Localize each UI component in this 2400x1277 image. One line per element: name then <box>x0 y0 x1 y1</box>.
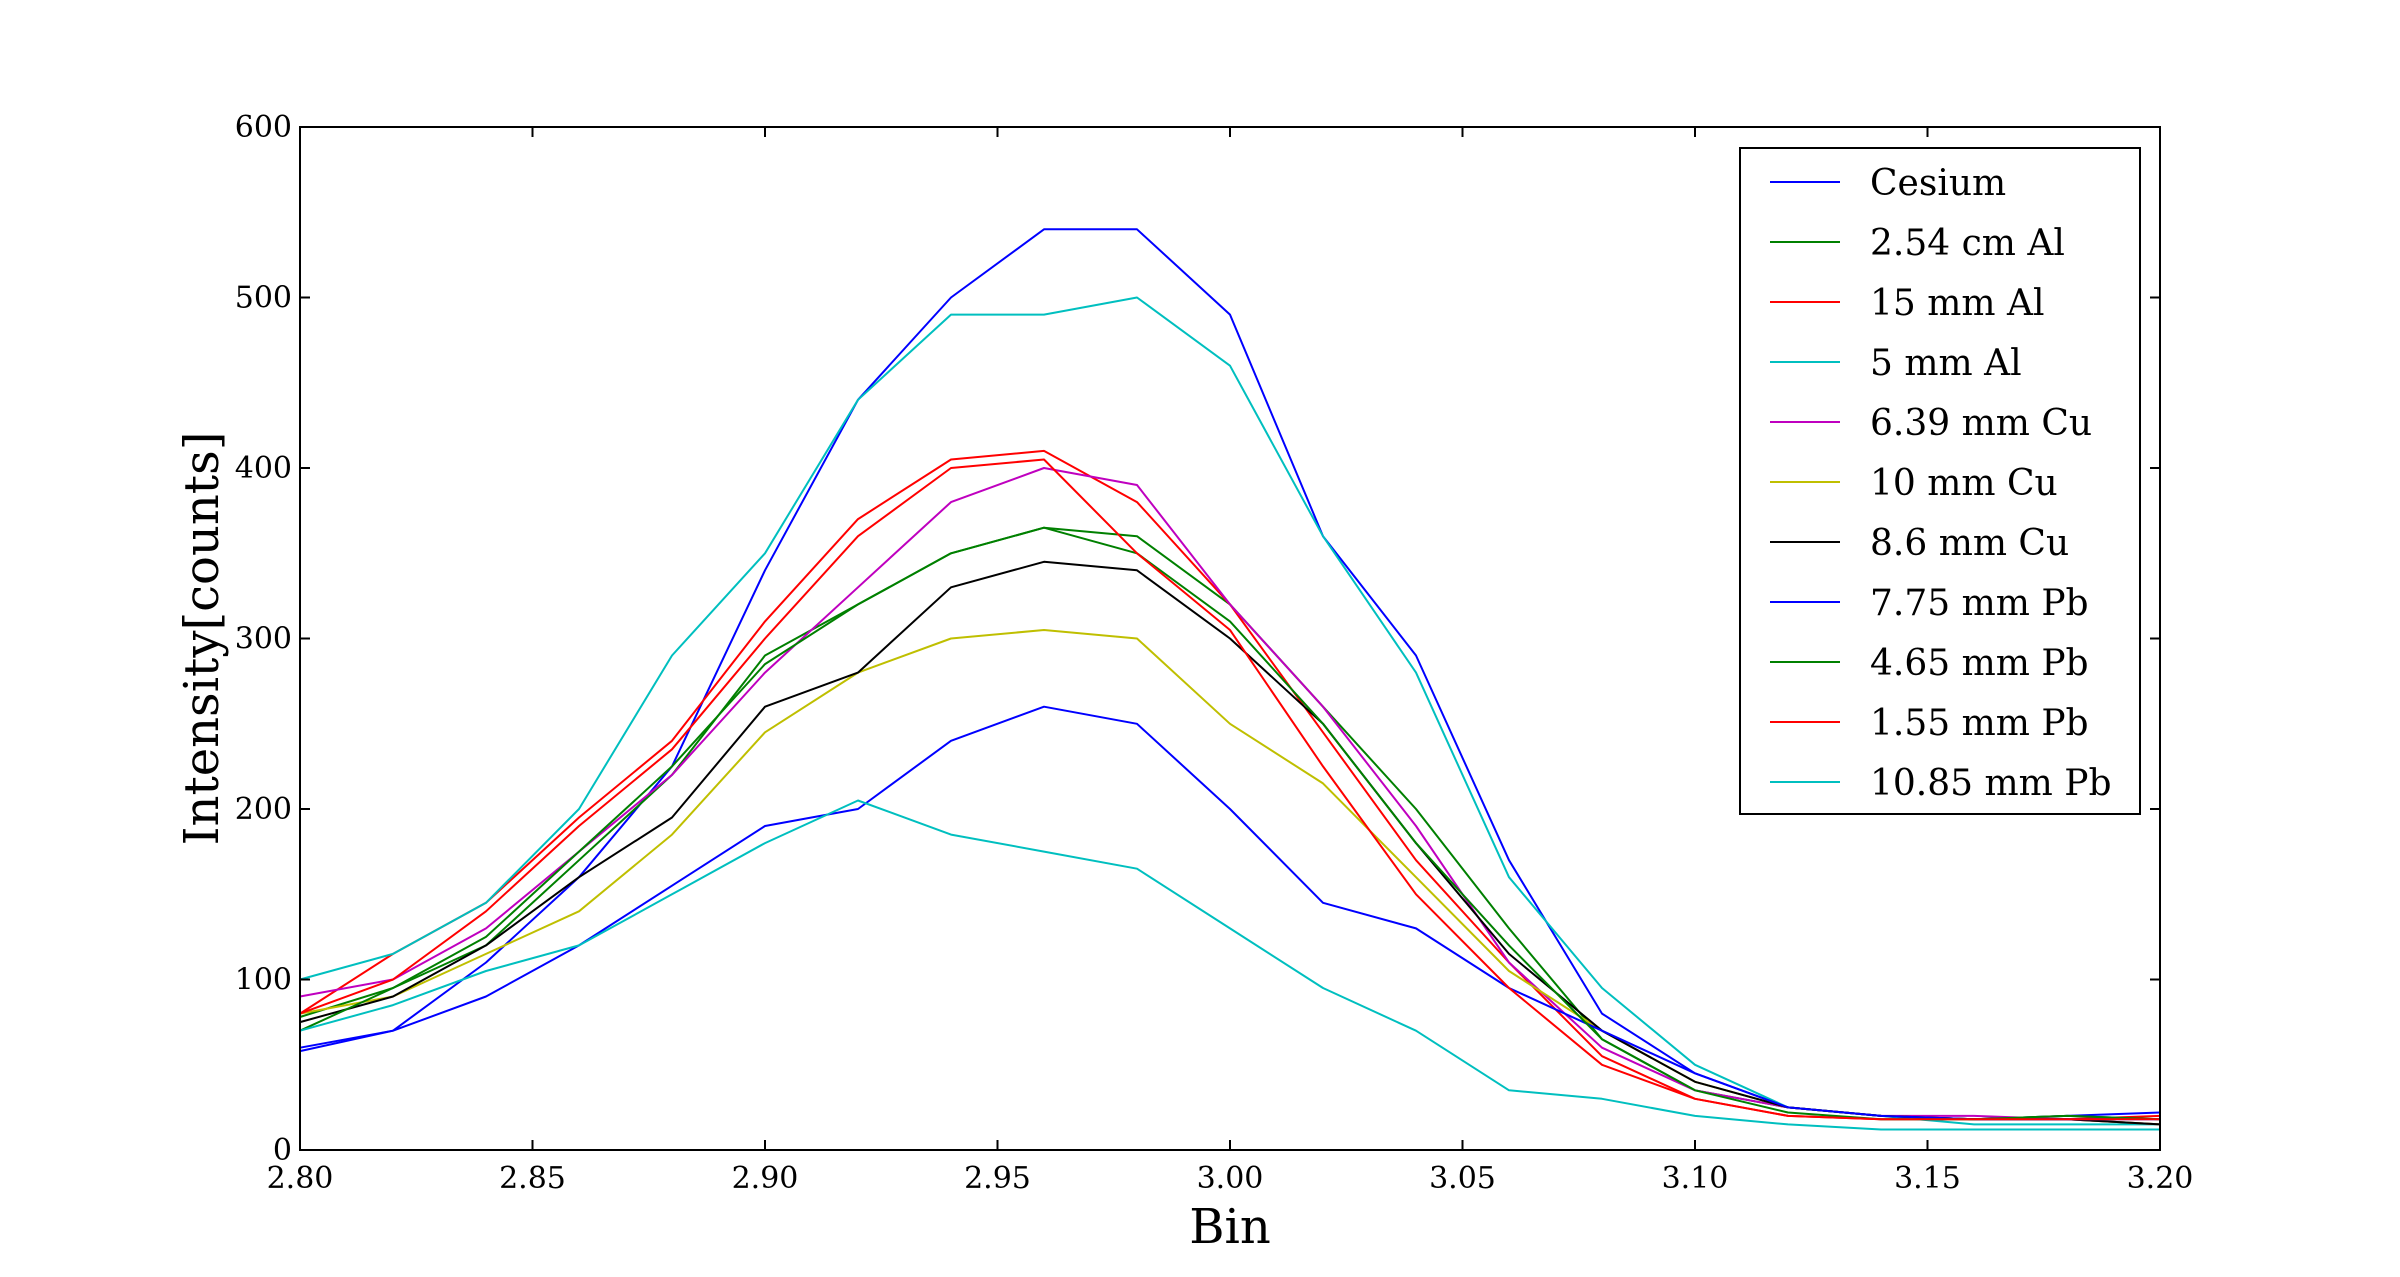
legend-label: Cesium <box>1870 163 2006 204</box>
y-tick-label: 500 <box>235 281 292 316</box>
y-tick-label: 100 <box>235 963 292 998</box>
axis-ticks: 2.80 2.85 2.90 2.95 3.00 3.05 3.10 3.15 3.20 0 100… <box>235 110 2194 1196</box>
legend-label: 10.85 mm Pb <box>1870 763 2112 804</box>
legend-label: 7.75 mm Pb <box>1870 583 2089 624</box>
x-tick-label: 3.00 <box>1197 1161 1264 1196</box>
series-line-10 <box>299 799 2160 1131</box>
y-tick-label: 300 <box>235 622 292 657</box>
legend: Cesium 2.54 cm Al 15 mm Al 5 mm Al 6.39 mm C… <box>1739 147 2141 815</box>
x-tick-label: 3.10 <box>1662 1161 1729 1196</box>
legend-label: 4.65 mm Pb <box>1870 643 2089 684</box>
x-tick-label: 2.80 <box>267 1161 334 1196</box>
legend-label: 10 mm Cu <box>1870 463 2058 504</box>
x-tick-label: 2.95 <box>964 1161 1031 1196</box>
x-tick-label: 3.15 <box>1894 1161 1961 1196</box>
series-line-7 <box>299 705 2160 1121</box>
y-axis-title: Intensity[counts] <box>174 432 230 846</box>
x-axis-title: Bin <box>1189 1199 1271 1255</box>
legend-label: 8.6 mm Cu <box>1870 523 2069 564</box>
y-tick-label: 600 <box>235 110 292 145</box>
x-tick-label: 2.90 <box>732 1161 799 1196</box>
legend-label: 5 mm Al <box>1870 343 2022 384</box>
legend-label: 15 mm Al <box>1870 283 2044 324</box>
x-tick-label: 3.20 <box>2127 1161 2194 1196</box>
series-line-8 <box>299 526 2161 1121</box>
legend-label: 2.54 cm Al <box>1870 223 2065 264</box>
legend-label: 1.55 mm Pb <box>1870 703 2089 744</box>
series-line-9 <box>299 458 2160 1121</box>
legend-label: 6.39 mm Cu <box>1870 403 2092 444</box>
y-tick-label: 200 <box>235 792 292 827</box>
series-lines <box>299 228 2161 1131</box>
x-tick-label: 2.85 <box>499 1161 566 1196</box>
y-tick-label: 0 <box>273 1133 292 1168</box>
x-tick-label: 3.05 <box>1429 1161 1496 1196</box>
y-tick-label: 400 <box>235 451 292 486</box>
